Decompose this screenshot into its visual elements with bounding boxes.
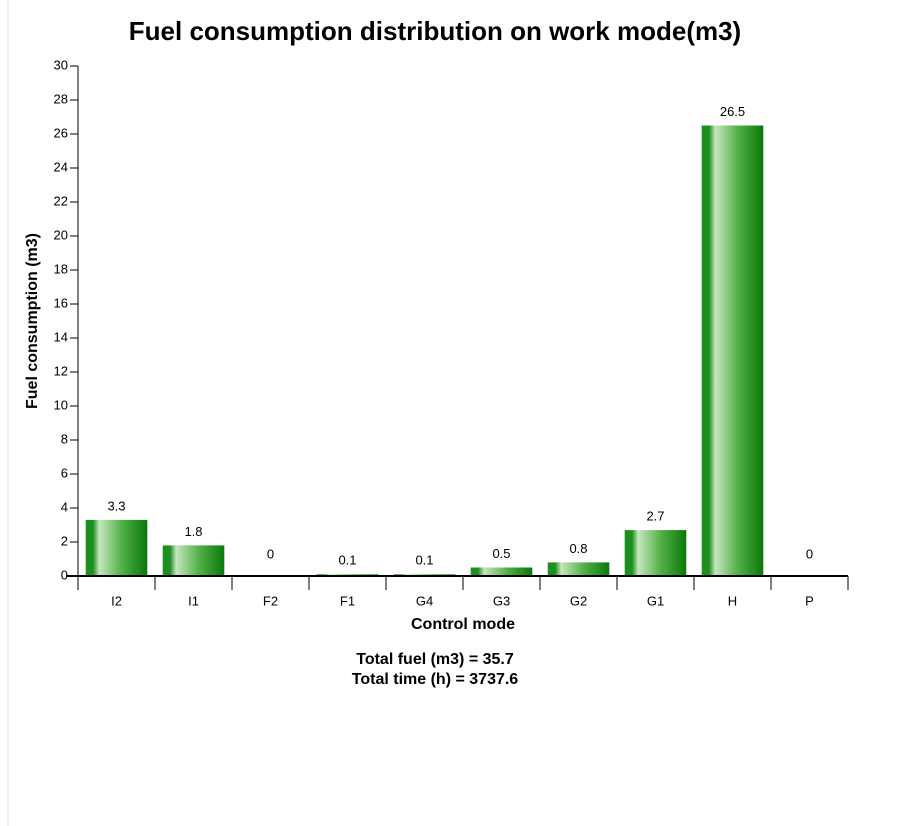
value-label: 0.5 [492, 546, 510, 561]
bar [162, 545, 225, 576]
y-tick-label: 10 [54, 397, 68, 412]
value-label: 0 [806, 546, 813, 561]
y-tick-label: 30 [54, 57, 68, 72]
y-tick-label: 26 [54, 125, 68, 140]
y-tick-label: 20 [54, 227, 68, 242]
bar [470, 567, 533, 576]
y-tick-label: 4 [61, 499, 68, 514]
bar [547, 562, 610, 576]
value-label: 0 [267, 546, 274, 561]
chart-title: Fuel consumption distribution on work mo… [129, 16, 741, 46]
y-axis-label: Fuel consumption (m3) [24, 233, 41, 409]
y-tick-label: 6 [61, 465, 68, 480]
x-tick-label: I2 [111, 593, 122, 608]
bar [85, 519, 148, 576]
x-tick-label: G1 [647, 593, 664, 608]
value-label: 1.8 [184, 524, 202, 539]
y-tick-label: 2 [61, 533, 68, 548]
annotation: Total fuel (m3) = 35.7 [356, 651, 514, 668]
value-label: 3.3 [107, 498, 125, 513]
x-tick-label: P [805, 593, 814, 608]
y-tick-label: 22 [54, 193, 68, 208]
x-tick-label: G3 [493, 593, 510, 608]
x-tick-label: G2 [570, 593, 587, 608]
x-tick-label: F2 [263, 593, 278, 608]
value-label: 26.5 [720, 104, 745, 119]
value-label: 0.1 [415, 553, 433, 568]
y-tick-label: 14 [54, 329, 68, 344]
y-tick-label: 16 [54, 295, 68, 310]
y-tick-label: 8 [61, 431, 68, 446]
value-label: 0.8 [569, 541, 587, 556]
y-tick-label: 28 [54, 91, 68, 106]
x-axis-label: Control mode [411, 616, 515, 633]
bar [701, 125, 764, 576]
x-tick-label: I1 [188, 593, 199, 608]
x-tick-label: F1 [340, 593, 355, 608]
y-tick-label: 18 [54, 261, 68, 276]
x-tick-label: H [728, 593, 737, 608]
annotation: Total time (h) = 3737.6 [352, 671, 519, 688]
y-tick-label: 0 [61, 567, 68, 582]
value-label: 2.7 [646, 509, 664, 524]
bar [624, 530, 687, 576]
y-tick-label: 24 [54, 159, 68, 174]
value-label: 0.1 [338, 553, 356, 568]
x-tick-label: G4 [416, 593, 433, 608]
y-tick-label: 12 [54, 363, 68, 378]
